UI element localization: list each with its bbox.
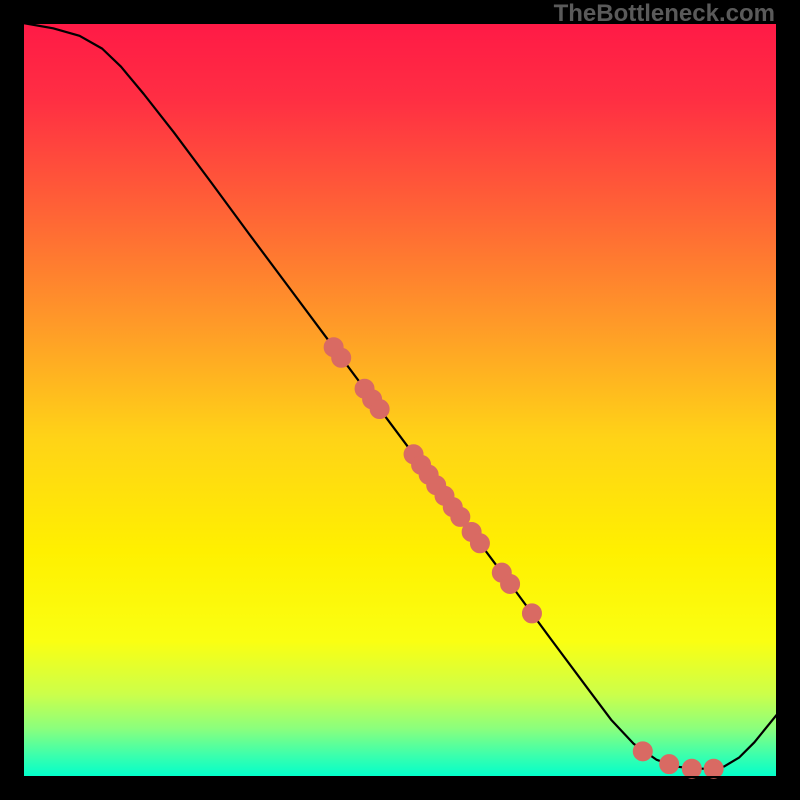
data-marker bbox=[470, 534, 489, 553]
curve-path bbox=[23, 23, 777, 769]
data-marker bbox=[704, 759, 723, 778]
data-marker bbox=[522, 604, 541, 623]
bottleneck-curve bbox=[23, 23, 777, 769]
data-marker bbox=[633, 742, 652, 761]
data-marker bbox=[370, 400, 389, 419]
data-markers bbox=[324, 338, 723, 778]
data-marker bbox=[660, 755, 679, 774]
chart-container: TheBottleneck.com bbox=[0, 0, 800, 800]
data-marker bbox=[501, 574, 520, 593]
data-marker bbox=[332, 348, 351, 367]
plot-border bbox=[23, 23, 777, 777]
chart-overlay bbox=[0, 0, 800, 800]
data-marker bbox=[682, 759, 701, 778]
